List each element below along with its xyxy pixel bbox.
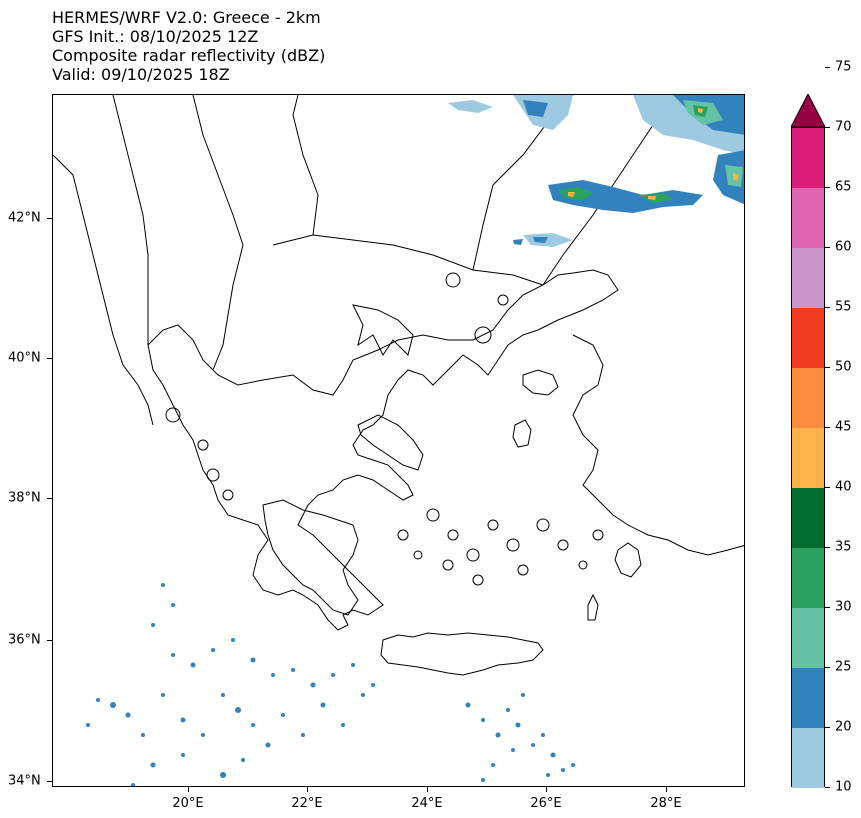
albania-coastline (53, 154, 154, 426)
lat-label-34: 34°N (8, 773, 41, 789)
lat-tick-38 (47, 498, 52, 499)
colorbar-segment (792, 248, 824, 308)
scattered-cells (86, 583, 575, 786)
lesbos-coastline (522, 369, 559, 396)
colorbar-label: 50 (835, 359, 852, 375)
peloponnese-coastline (262, 499, 359, 616)
colorbar-tick (825, 727, 830, 728)
colorbar-segment (792, 188, 824, 248)
lat-label-40: 40°N (8, 350, 41, 366)
colorbar-label: 65 (835, 179, 852, 195)
lat-label-36: 36°N (8, 632, 41, 648)
lat-label-38: 38°N (8, 490, 41, 506)
colorbar-tick (825, 67, 830, 68)
colorbar-label: 40 (835, 479, 852, 495)
colorbar-tick (825, 667, 830, 668)
title-model: HERMES/WRF V2.0: Greece - 2km (52, 8, 321, 27)
rhodes-coastline (614, 542, 642, 578)
colorbar-tick (825, 487, 830, 488)
country-borders (112, 95, 674, 371)
colorbar-tick (825, 607, 830, 608)
colorbar-segment (792, 608, 824, 668)
colorbar-tick (825, 247, 830, 248)
lat-tick-40 (47, 358, 52, 359)
lon-label-24: 24°E (411, 796, 443, 811)
colorbar-tick (825, 307, 830, 308)
colorbar-label: 45 (835, 419, 852, 435)
chios-coastline (512, 419, 532, 448)
lon-tick-24 (427, 787, 428, 792)
colorbar-label: 20 (835, 719, 852, 735)
lon-label-26: 26°E (530, 796, 562, 811)
colorbar-segment (792, 488, 824, 548)
colorbar-tick (825, 127, 830, 128)
colorbar-label: 70 (835, 119, 852, 135)
colorbar-tick (825, 547, 830, 548)
lat-tick-36 (47, 640, 52, 641)
lon-tick-26 (546, 787, 547, 792)
crete-coastline (380, 632, 544, 676)
reflectivity-field (448, 95, 744, 247)
colorbar-label: 55 (835, 299, 852, 315)
lat-label-42: 42°N (8, 210, 41, 226)
karpathos-coastline (587, 593, 599, 621)
colorbar (791, 127, 825, 788)
colorbar-segment (792, 308, 824, 368)
euboea-coastline (357, 414, 424, 471)
map-title: HERMES/WRF V2.0: Greece - 2km GFS Init.:… (52, 8, 325, 84)
title-variable: Composite radar reflectivity (dBZ) (52, 46, 326, 65)
colorbar-tick (825, 427, 830, 428)
turkey-coastline (572, 334, 744, 556)
colorbar-segment (792, 728, 824, 788)
colorbar-tick (825, 787, 830, 788)
colorbar-segment (792, 428, 824, 488)
lat-tick-34 (47, 781, 52, 782)
colorbar-tick (825, 187, 830, 188)
colorbar-tick (825, 367, 830, 368)
colorbar-label: 75 (835, 59, 852, 75)
lon-tick-22 (307, 787, 308, 792)
lon-tick-28 (666, 787, 667, 792)
colorbar-label: 35 (835, 539, 852, 555)
greece-mainland-coastline (147, 269, 619, 631)
title-init: GFS Init.: 08/10/2025 12Z (52, 27, 259, 46)
colorbar-label: 25 (835, 659, 852, 675)
map-panel (52, 94, 745, 787)
colorbar-segment (792, 668, 824, 728)
colorbar-segment (792, 548, 824, 608)
colorbar-label: 30 (835, 599, 852, 615)
title-valid: Valid: 09/10/2025 18Z (52, 65, 230, 84)
map-canvas (53, 95, 744, 786)
colorbar-label: 10 (835, 779, 852, 795)
chalkidiki-coastline (352, 304, 414, 356)
colorbar-extend-arrow (791, 94, 825, 128)
lon-label-28: 28°E (650, 796, 682, 811)
colorbar-segment (792, 128, 824, 188)
colorbar-label: 60 (835, 239, 852, 255)
lon-label-22: 22°E (291, 796, 323, 811)
lon-tick-20 (188, 787, 189, 792)
lat-tick-42 (47, 218, 52, 219)
colorbar-segment (792, 368, 824, 428)
lon-label-20: 20°E (172, 796, 204, 811)
